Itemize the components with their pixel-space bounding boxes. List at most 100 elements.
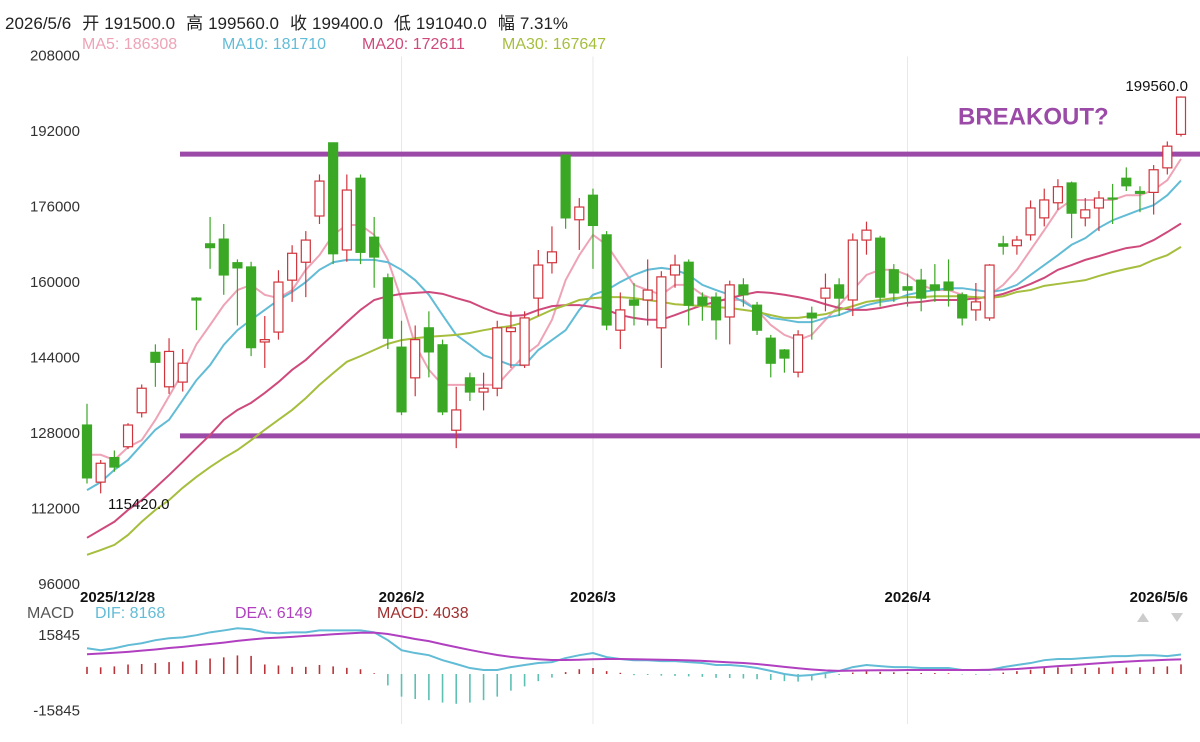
annotation: 199560.0 [1125, 78, 1188, 95]
candle-body [834, 284, 845, 299]
candle-body [109, 456, 120, 468]
candle-body [560, 154, 571, 219]
x-tick-label: 2026/2 [379, 589, 425, 606]
candle-body [724, 284, 735, 318]
scroll-down-icon[interactable] [1171, 613, 1183, 622]
candle-body [820, 287, 831, 299]
candle-body [683, 261, 694, 306]
candle-body [1093, 197, 1105, 209]
candle-body [396, 346, 407, 413]
x-tick-label: 2026/3 [570, 589, 616, 606]
candle-body [492, 327, 503, 389]
legend-entry: MA10: 181710 [222, 36, 327, 53]
candle-body [81, 424, 93, 479]
candle-body [478, 387, 489, 393]
header-label: 高 [186, 14, 204, 33]
candle-body [574, 206, 585, 221]
annotation: 115420.0 [108, 496, 169, 513]
candle-body [1121, 177, 1132, 187]
candle-body [916, 279, 927, 299]
candle-body [328, 142, 339, 255]
y-tick-label: -15845 [33, 703, 80, 720]
legend-entry: MACD: 4038 [377, 605, 469, 622]
candle-body [122, 424, 134, 448]
candle-body [1107, 197, 1118, 200]
candle-body [1066, 182, 1077, 214]
header-date: 2026/5/6 [5, 14, 72, 33]
header-value: 191500.0 [104, 14, 176, 33]
candle-body [628, 299, 640, 306]
candle-body [615, 309, 626, 331]
candle-body [642, 289, 653, 301]
legend-entry: DIF: 8168 [95, 605, 165, 622]
candle-body [970, 301, 981, 311]
candle-body [1011, 239, 1023, 247]
candle-body [1039, 199, 1050, 219]
candle-body [875, 237, 886, 298]
y-tick-label: 192000 [30, 123, 80, 140]
candle-body [505, 327, 517, 333]
header-value: 199560.0 [208, 14, 279, 33]
candle-body [751, 304, 763, 331]
candle-body [1025, 207, 1036, 236]
candle-body [259, 339, 270, 343]
candle-body [669, 264, 681, 276]
candle-body [861, 229, 872, 241]
candle-body [95, 462, 106, 483]
y-tick-label: 15845 [38, 627, 80, 644]
macd-title: MACD [27, 605, 74, 622]
candle-body [300, 239, 311, 263]
candle-body [1148, 169, 1159, 193]
x-tick-label: 2026/5/6 [1130, 589, 1188, 606]
candle-body [1162, 145, 1173, 169]
candle-body [765, 337, 776, 364]
header-label: 开 [82, 14, 100, 33]
candle-body [163, 350, 175, 388]
x-tick-label: 2025/12/28 [80, 589, 155, 606]
candle-body [204, 243, 216, 249]
candle-body [246, 266, 257, 349]
header-label: 收 [290, 14, 307, 33]
candle-body [998, 243, 1009, 247]
candle-body [136, 387, 147, 414]
candle-body [314, 180, 325, 217]
candle-body [943, 281, 954, 291]
candle-body [792, 334, 804, 373]
candle-body [546, 251, 558, 264]
header-value: 7.31% [519, 14, 569, 33]
legend-entry: MA30: 167647 [502, 36, 607, 53]
candle-body [697, 296, 708, 306]
ma-line [86, 179, 1182, 492]
x-tick-label: 2026/4 [885, 589, 932, 606]
y-tick-label: 144000 [30, 349, 80, 366]
candle-body [533, 264, 544, 299]
y-tick-label: 112000 [31, 500, 80, 517]
candle-body [341, 189, 352, 251]
candle-body [423, 327, 434, 353]
y-tick-label: 176000 [30, 198, 80, 215]
candle-body [410, 339, 421, 379]
header-value: 199400.0 [312, 14, 383, 33]
candle-body [451, 409, 462, 431]
legend-entry: DEA: 6149 [235, 605, 312, 622]
legend-entry: MA20: 172611 [362, 36, 465, 53]
header-label: 幅 [497, 14, 515, 33]
header: 2026/5/6 开 191500.0 高 199560.0 收 199400.0 低 1910… [5, 9, 568, 34]
candle-body [738, 284, 749, 296]
candle-body [806, 312, 817, 319]
candle-body [464, 377, 475, 393]
candle-body [437, 344, 448, 413]
candle-body [177, 362, 188, 383]
scroll-up-icon[interactable] [1137, 613, 1149, 622]
candle-body [1134, 190, 1146, 194]
candle-body [150, 351, 161, 363]
candle-body [888, 269, 899, 294]
candle-body [218, 238, 229, 276]
candle-body [902, 286, 913, 291]
y-tick-label: 208000 [30, 47, 80, 64]
candle-body [191, 297, 202, 301]
candle-body [1175, 96, 1187, 135]
candle-body [656, 276, 667, 329]
